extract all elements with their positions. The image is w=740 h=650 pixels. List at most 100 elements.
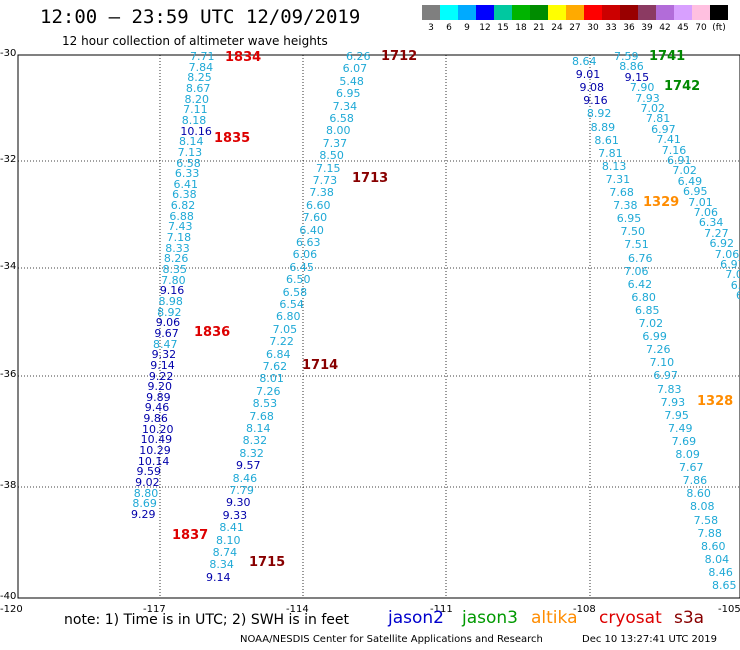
swh-value-track1: 7.11 (183, 103, 208, 117)
swh-value-track2: 8.46 (232, 471, 258, 485)
swh-value-track1: 8.69 (132, 497, 157, 511)
swh-value-track1: 9.29 (131, 507, 156, 521)
swh-value-track2: 7.05 (272, 322, 298, 336)
swh-value-track3: 7.68 (609, 186, 634, 199)
swh-value-track4: 6. (730, 278, 740, 292)
swh-value-track1: 7.18 (166, 231, 192, 245)
swh-value-track1: 9.32 (151, 348, 177, 362)
swh-value-track1: 8.33 (165, 241, 190, 255)
colorbar-cell (422, 5, 440, 20)
swh-value-track3: 8.09 (675, 448, 700, 461)
swh-value-track4: 7.06 (693, 206, 719, 219)
swh-value-track2: 7.79 (229, 484, 254, 497)
colorbar-label: 33 (605, 23, 617, 33)
pass-time-label: 1715 (249, 555, 286, 570)
colorbar-cell (512, 5, 530, 20)
swh-value-track1: 7.71 (190, 50, 215, 63)
swh-value-track2: 6.80 (276, 310, 301, 324)
swh-value-track1: 9.86 (143, 412, 168, 426)
lon-tick-label: -114 (286, 604, 309, 615)
colorbar-label: 42 (659, 23, 671, 33)
pass-time-label: 1742 (664, 79, 701, 94)
swh-value-track3: 6.95 (616, 212, 642, 226)
colorbar-label: 9 (464, 23, 470, 33)
lon-tick-label: -117 (143, 604, 166, 615)
pass-time-label: 1712 (381, 49, 418, 64)
swh-value-track4: 6.34 (698, 216, 724, 230)
colorbar-cell (458, 5, 476, 20)
swh-value-track1: 9.16 (159, 284, 185, 298)
swh-value-track1: 9.14 (150, 358, 175, 372)
grid-lines (18, 55, 740, 598)
legend-jason2: jason2 (388, 608, 444, 628)
swh-value-track2: 6.95 (336, 87, 361, 101)
lat-tick-label: -30 (0, 48, 17, 59)
swh-value-track4: 7.01 (688, 195, 713, 209)
legend-cryosat: cryosat (599, 608, 662, 628)
swh-value-track2: 6.58 (329, 112, 354, 125)
swh-value-track3: 8.64 (572, 55, 597, 68)
swh-value-track2: 7.60 (302, 211, 328, 225)
swh-value-track1: 9.89 (146, 390, 171, 404)
swh-value-track1: 7.43 (168, 220, 193, 234)
swh-value-track4: 6.97 (651, 122, 676, 136)
swh-value-track3: 9.01 (575, 68, 601, 82)
swh-value-track4: 7.0 (725, 268, 740, 282)
footer-timestamp: Dec 10 13:27:41 UTC 2019 (582, 634, 717, 645)
swh-value-track2: 6.06 (292, 248, 318, 262)
swh-value-track2: 7.38 (309, 186, 334, 200)
lat-tick-label: -34 (0, 261, 17, 272)
colorbar-cell (674, 5, 692, 20)
swh-value-track3: 7.81 (598, 146, 623, 160)
swh-value-track2: 8.32 (242, 434, 268, 448)
swh-value-track1: 8.80 (133, 486, 159, 500)
swh-value-track1: 10.14 (137, 454, 170, 468)
swh-value-track2: 7.37 (322, 136, 348, 150)
lon-tick-label: -111 (430, 604, 453, 615)
swh-value-track1: 10.49 (140, 433, 173, 447)
swh-value-track2: 7.15 (316, 161, 341, 175)
swh-value-track1: 8.98 (158, 294, 183, 308)
lat-tick-label: -36 (0, 369, 17, 380)
swh-value-track3: 7.69 (671, 434, 697, 448)
swh-value-track4: 7.90 (629, 81, 655, 95)
lat-tick-label: -32 (0, 154, 17, 165)
swh-value-track1: 7.84 (188, 60, 214, 74)
swh-value-track2: 6.60 (306, 198, 331, 212)
swh-value-track3: 7.31 (605, 172, 631, 186)
swh-value-track3: 7.02 (638, 317, 664, 330)
colorbar-label: 36 (623, 23, 635, 33)
swh-value-track4: 7.59 (614, 50, 639, 63)
swh-value-track2: 8.00 (326, 124, 351, 138)
colorbar-cell (620, 5, 638, 20)
page-subtitle: 12 hour collection of altimeter wave hei… (62, 34, 328, 48)
lon-tick-label: -105 (718, 604, 740, 615)
swh-value-track4: 6.95 (682, 185, 708, 199)
colorbar-cell (494, 5, 512, 20)
colorbar-cell (476, 5, 494, 20)
swh-value-track2: 9.14 (206, 570, 231, 584)
swh-value-track4: 6.92 (709, 237, 734, 251)
swh-value-track2: 8.01 (259, 372, 284, 386)
swh-value-track1: 8.18 (181, 113, 207, 127)
swh-value-track1: 10.16 (180, 124, 212, 138)
colorbar-label: (ft) (712, 23, 726, 33)
colorbar-label: 39 (641, 23, 653, 33)
swh-value-track3: 8.89 (590, 120, 616, 134)
swh-value-track4: 7.02 (640, 102, 666, 115)
swh-value-track2: 7.34 (332, 99, 358, 113)
legend-jason3: jason3 (462, 608, 518, 628)
swh-value-track3: 6.97 (653, 369, 678, 383)
swh-value-track2: 6.50 (286, 273, 311, 287)
footnote: note: 1) Time is in UTC; 2) SWH is in fe… (64, 612, 350, 628)
swh-value-track3: 8.92 (586, 107, 612, 121)
colorbar-label: 27 (569, 23, 581, 33)
colorbar-label: 21 (533, 23, 545, 33)
swh-value-track3: 7.50 (620, 225, 646, 239)
swh-value-track1: 8.92 (157, 305, 182, 319)
swh-value-track3: 8.46 (708, 565, 733, 579)
swh-value-track3: 7.93 (660, 395, 686, 409)
swh-value-track1: 10.20 (141, 422, 174, 436)
colorbar-label: 3 (428, 23, 434, 33)
swh-value-track2: 6.54 (279, 298, 304, 311)
